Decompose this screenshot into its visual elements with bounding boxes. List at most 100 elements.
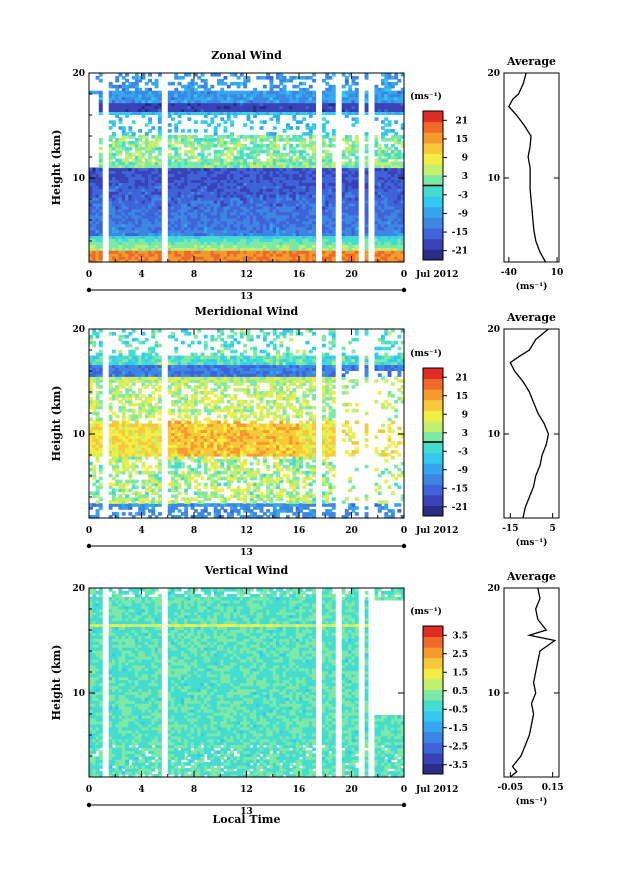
heatmap-cell (197, 188, 202, 192)
heatmap-cell (220, 253, 225, 257)
heatmap-cell (171, 214, 175, 219)
heatmap-cell (121, 99, 126, 104)
heatmap-cell (246, 117, 251, 121)
heatmap-cell (174, 90, 179, 95)
heatmap-cell (279, 223, 284, 228)
heatmap-cell (197, 229, 202, 234)
heatmap-cell (269, 205, 274, 210)
heatmap-cell (200, 90, 205, 95)
heatmap-cell (223, 226, 228, 231)
heatmap-cell (269, 226, 274, 231)
heatmap-cell (177, 253, 182, 257)
heatmap-cell (184, 152, 189, 157)
heatmap-cell (230, 211, 234, 216)
heatmap-cell (213, 132, 218, 136)
heatmap-cell (259, 202, 264, 207)
heatmap-cell (285, 223, 290, 228)
heatmap-cell (246, 164, 251, 169)
heatmap-cell (233, 185, 238, 189)
heatmap-cell (220, 164, 225, 169)
heatmap-cell (131, 250, 136, 254)
heatmap-cell (236, 152, 241, 157)
heatmap-cell (187, 191, 192, 195)
heatmap-cell (243, 143, 248, 148)
heatmap-cell (220, 232, 225, 237)
heatmap-cell (138, 90, 143, 95)
heatmap-cell (190, 247, 195, 251)
heatmap-cell (157, 73, 162, 77)
heatmap-cell (223, 244, 228, 248)
heatmap-cell (121, 84, 126, 89)
heatmap-cell (157, 200, 162, 204)
heatmap-cell (217, 135, 221, 139)
heatmap-cell (282, 96, 287, 101)
heatmap-cell (121, 81, 126, 86)
heatmap-cell (325, 132, 330, 136)
heatmap-cell (108, 244, 113, 248)
heatmap-cell (246, 191, 251, 195)
heatmap-cell (138, 173, 143, 177)
heatmap-cell (239, 205, 244, 210)
heatmap-cell (174, 111, 179, 115)
heatmap-cell (272, 99, 277, 104)
heatmap-cell (276, 179, 280, 183)
heatmap-cell (128, 232, 133, 237)
heatmap-cell (92, 188, 97, 192)
heatmap-cell (125, 78, 129, 83)
heatmap-cell (184, 194, 189, 198)
heatmap-cell (266, 111, 271, 115)
heatmap-cell (115, 114, 120, 118)
heatmap-cell (171, 96, 175, 101)
heatmap-cell (144, 132, 149, 136)
heatmap-cell (213, 217, 218, 222)
heatmap-cell (157, 247, 162, 251)
heatmap-cell (151, 250, 156, 254)
heatmap-cell (157, 96, 162, 101)
heatmap-cell (118, 93, 123, 98)
heatmap-cell (285, 229, 290, 234)
heatmap-cell (230, 161, 234, 166)
heatmap-cell (121, 202, 126, 207)
heatmap-cell (190, 102, 195, 107)
heatmap-cell (128, 256, 133, 260)
heatmap-cell (203, 108, 208, 112)
heatmap-cell (279, 93, 284, 98)
heatmap-cell (213, 90, 218, 95)
heatmap-cell (217, 123, 221, 127)
heatmap-cell (272, 96, 277, 101)
heatmap-cell (253, 241, 257, 245)
heatmap-cell (174, 87, 179, 92)
heatmap-cell (167, 143, 172, 148)
heatmap-cell (269, 78, 274, 83)
heatmap-cell (259, 232, 264, 237)
heatmap-cell (151, 146, 156, 151)
heatmap-cell (115, 179, 120, 183)
heatmap-cell (226, 114, 231, 118)
heatmap-cell (233, 176, 238, 180)
heatmap-cell (210, 105, 215, 110)
heatmap-cell (180, 84, 185, 89)
heatmap-cell (259, 99, 264, 104)
heatmap-cell (92, 244, 97, 248)
heatmap-cell (177, 170, 182, 175)
heatmap-cell (131, 176, 136, 180)
heatmap-cell (223, 93, 228, 98)
heatmap-cell (115, 146, 120, 151)
heatmap-cell (184, 167, 189, 172)
heatmap-cell (171, 259, 175, 263)
heatmap-cell (249, 197, 254, 201)
heatmap-cell (134, 179, 139, 183)
heatmap-cell (138, 96, 143, 101)
heatmap-cell (207, 185, 211, 189)
heatmap-cell (98, 202, 103, 207)
heatmap-cell (266, 105, 271, 110)
heatmap-cell (194, 244, 198, 248)
heatmap-cell (92, 226, 97, 231)
heatmap-cell (128, 84, 133, 89)
heatmap-cell (151, 96, 156, 101)
heatmap-cell (184, 73, 189, 77)
heatmap-cell (233, 205, 238, 210)
heatmap-cell (200, 202, 205, 207)
heatmap-cell (279, 135, 284, 139)
heatmap-cell (276, 208, 280, 213)
